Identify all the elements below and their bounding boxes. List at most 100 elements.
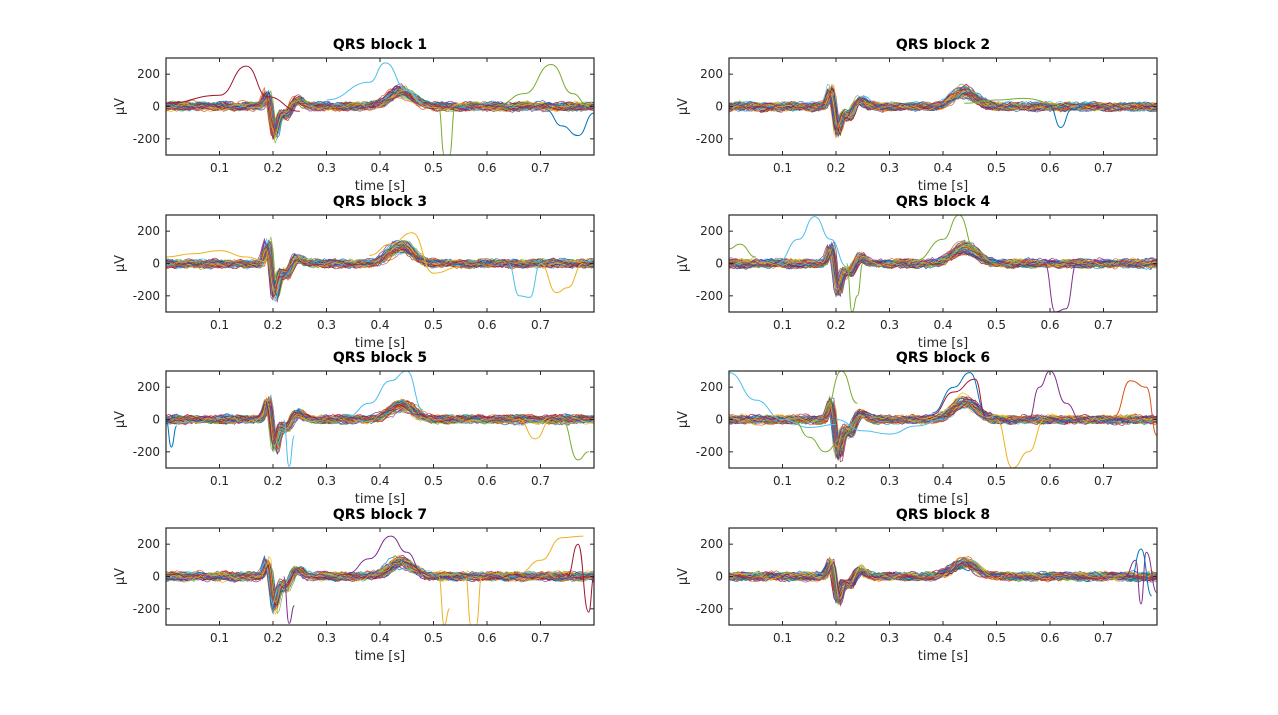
- outlier-trace: [283, 419, 295, 467]
- x-tick-label: 0.6: [477, 474, 496, 488]
- ecg-trace: [729, 94, 1157, 128]
- outlier-trace: [545, 109, 594, 137]
- subplot-2: 0.1 0.2 0.3 0.4 0.5 0.6 0.7 200 0 -200 QRS block 2…: [676, 37, 1158, 194]
- x-tick-label: 0.1: [210, 318, 229, 332]
- outlier-trace: [1044, 263, 1078, 312]
- ecg-trace: [166, 561, 594, 604]
- subplot-title: QRS block 1: [333, 37, 427, 53]
- ecg-trace: [166, 243, 594, 286]
- outlier-trace: [283, 576, 295, 624]
- ecg-trace: [729, 92, 1157, 129]
- ecg-trace: [166, 401, 594, 445]
- y-tick-label: -200: [133, 132, 160, 146]
- outlier-trace: [507, 263, 541, 298]
- y-axis-label: μV: [113, 411, 128, 428]
- x-tick-label: 0.1: [210, 474, 229, 488]
- outlier-trace: [369, 232, 461, 274]
- y-tick-label: -200: [133, 445, 160, 459]
- ecg-trace: [166, 397, 594, 448]
- x-tick-label: 0.6: [477, 318, 496, 332]
- subplot-title: QRS block 3: [333, 194, 427, 210]
- y-axis-label: μV: [113, 98, 128, 115]
- ecg-trace: [729, 558, 1157, 603]
- x-tick-label: 0.4: [933, 631, 952, 645]
- ecg-trace: [166, 400, 594, 444]
- x-tick-label: 0.3: [317, 318, 336, 332]
- traces: [166, 535, 594, 625]
- subplot-3: 0.1 0.2 0.3 0.4 0.5 0.6 0.7 200 0 -200 QRS block 3…: [113, 194, 595, 351]
- y-tick-label: 0: [152, 570, 160, 584]
- x-tick-label: 0.1: [210, 161, 229, 175]
- x-tick-label: 0.4: [370, 318, 389, 332]
- outlier-trace: [465, 576, 483, 625]
- y-tick-label: -200: [133, 289, 160, 303]
- subplot-title: QRS block 8: [896, 507, 990, 523]
- x-tick-label: 0.5: [987, 318, 1006, 332]
- x-axis-label: time [s]: [918, 492, 968, 507]
- traces: [729, 371, 1157, 468]
- outlier-trace: [793, 419, 858, 453]
- y-axis-label: μV: [676, 568, 691, 585]
- x-axis-label: time [s]: [355, 649, 405, 664]
- x-tick-label: 0.2: [263, 318, 282, 332]
- ecg-trace: [166, 565, 594, 601]
- ecg-trace: [729, 244, 1157, 290]
- outlier-trace: [166, 65, 300, 112]
- subplot-6: 0.1 0.2 0.3 0.4 0.5 0.6 0.7 200 0 -200 QRS block 6…: [676, 350, 1158, 507]
- ecg-trace: [166, 242, 594, 293]
- ecg-trace: [729, 400, 1157, 453]
- x-tick-label: 0.5: [987, 474, 1006, 488]
- x-tick-label: 0.6: [1040, 474, 1059, 488]
- outlier-trace: [347, 371, 424, 417]
- x-tick-label: 0.7: [1094, 631, 1113, 645]
- traces: [729, 215, 1157, 312]
- outlier-trace: [519, 535, 584, 574]
- ecg-trace: [166, 403, 594, 443]
- x-tick-label: 0.2: [263, 474, 282, 488]
- y-tick-label: -200: [696, 602, 723, 616]
- outlier-trace: [846, 263, 864, 312]
- outlier-trace: [916, 215, 997, 264]
- y-axis-label: μV: [676, 98, 691, 115]
- y-tick-label: -200: [696, 132, 723, 146]
- x-tick-label: 0.5: [424, 474, 443, 488]
- y-tick-label: 0: [152, 413, 160, 427]
- y-axis-label: μV: [676, 255, 691, 272]
- outlier-trace: [166, 250, 268, 263]
- ecg-trace: [729, 89, 1157, 127]
- x-tick-label: 0.2: [263, 631, 282, 645]
- ecg-trace: [729, 561, 1157, 602]
- outlier-trace: [776, 216, 847, 268]
- x-tick-label: 0.5: [424, 161, 443, 175]
- ecg-trace: [729, 556, 1157, 601]
- x-tick-label: 0.7: [531, 474, 550, 488]
- x-tick-label: 0.7: [531, 631, 550, 645]
- ecg-trace: [166, 88, 594, 138]
- outlier-trace: [835, 419, 944, 435]
- x-tick-label: 0.2: [826, 631, 845, 645]
- x-tick-label: 0.2: [826, 474, 845, 488]
- subplot-title: QRS block 7: [333, 507, 427, 523]
- y-tick-label: 200: [700, 67, 723, 81]
- x-tick-label: 0.2: [826, 161, 845, 175]
- y-tick-label: 0: [715, 413, 723, 427]
- y-axis-label: μV: [113, 255, 128, 272]
- y-tick-label: 200: [700, 380, 723, 394]
- y-tick-label: 200: [137, 380, 160, 394]
- x-axis-label: time [s]: [355, 336, 405, 351]
- outlier-trace: [566, 543, 594, 613]
- outlier-trace: [166, 419, 178, 448]
- x-tick-label: 0.2: [263, 161, 282, 175]
- outlier-trace: [438, 576, 451, 625]
- ecg-trace: [729, 400, 1157, 451]
- traces: [729, 548, 1157, 607]
- y-tick-label: 0: [715, 100, 723, 114]
- x-tick-label: 0.5: [987, 161, 1006, 175]
- x-tick-label: 0.7: [1094, 318, 1113, 332]
- x-axis-label: time [s]: [355, 179, 405, 194]
- ecg-trace: [729, 87, 1157, 131]
- subplot-8: 0.1 0.2 0.3 0.4 0.5 0.6 0.7 200 0 -200 QRS block 8…: [676, 507, 1158, 664]
- x-tick-label: 0.6: [1040, 631, 1059, 645]
- y-tick-label: 200: [700, 537, 723, 551]
- x-tick-label: 0.3: [880, 318, 899, 332]
